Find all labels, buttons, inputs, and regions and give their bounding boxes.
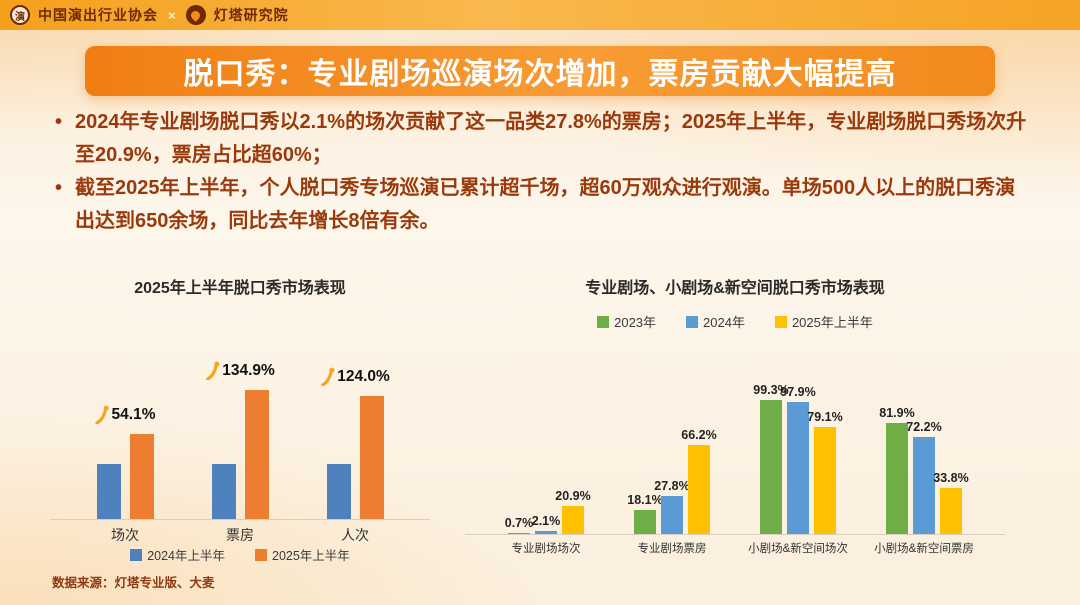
chart-plot-area: 0.7% 2.1% 20.9% 专业剧场场次 18.1% 27.8% 66.2% 专业剧场票房… <box>465 345 1005 555</box>
legend-swatch-icon <box>255 548 267 561</box>
legend-item: 2024年上半年 <box>130 545 225 564</box>
bullet-text: 2024年专业剧场脱口秀以2.1%的场次贡献了这一品类27.8%的票房；2025… <box>75 111 1027 166</box>
bar-value-label: 20.9% <box>555 489 591 503</box>
bar-value-label: 33.8% <box>933 471 969 485</box>
bar-value-label: 27.8% <box>654 479 690 493</box>
bar-value-label: 97.9% <box>780 385 816 399</box>
bar-value-label: 72.2% <box>906 420 942 434</box>
bar-场次-2025年上半年 <box>129 434 154 519</box>
legend-item: 2025年上半年 <box>255 545 350 564</box>
bar-小剧场&新空间票房-2024年: 72.2% <box>906 420 942 534</box>
legend-item: 2023年 <box>597 312 656 331</box>
bar-专业剧场场次-2025年上半年: 20.9% <box>555 489 591 534</box>
category-label: 专业剧场场次 <box>511 543 581 555</box>
bar-专业剧场票房-2023年: 18.1% <box>627 493 663 534</box>
chart-legend: 2023年 2024年 2025年上半年 <box>455 312 1015 331</box>
bar-value-label: 18.1% <box>627 493 663 507</box>
slide-title: 脱口秀：专业剧场巡演场次增加，票房贡献大幅提高 <box>183 58 897 91</box>
bar-value-label: 79.1% <box>807 410 843 424</box>
growth-arrow-icon <box>321 367 335 386</box>
bar-value-label: 99.3% <box>753 383 789 397</box>
legend-swatch-icon <box>774 315 787 328</box>
growth-arrow-icon <box>95 405 109 424</box>
legend-swatch-icon <box>686 315 699 328</box>
bar-票房-2024年上半年 <box>211 464 236 519</box>
growth-value: 54.1% <box>111 406 156 423</box>
association-logo-icon: 演 <box>10 5 30 25</box>
bullet-marker: • <box>55 177 63 199</box>
bar-专业剧场票房-2024年: 27.8% <box>654 479 690 534</box>
bullet-item: • 截至2025年上半年，个人脱口秀专场巡演已累计超千场，超60万观众进行观演。… <box>55 172 1033 238</box>
legend-label: 2023年 <box>614 315 657 330</box>
growth-arrow-icon <box>206 361 220 380</box>
top-brand-bar: 演 中国演出行业协会 × 灯塔研究院 <box>0 0 1080 30</box>
bar-group: 81.9% 72.2% 33.8% 小剧场&新空间票房 <box>874 406 974 555</box>
legend-label: 2024年 <box>703 315 745 330</box>
chart-h1-2025-market: 2025年上半年脱口秀市场表现 54.1% 场次 134.9% 票房 124.0% 人次 … <box>35 274 445 564</box>
bar-group: 0.7% 2.1% 20.9% 专业剧场场次 <box>505 489 591 555</box>
association-name: 中国演出行业协会 <box>38 7 158 23</box>
bar-group: 18.1% 27.8% 66.2% 专业剧场票房 <box>627 428 717 555</box>
growth-label: 124.0% <box>320 367 390 386</box>
brand-separator: × <box>168 7 176 23</box>
chart-plot-area: 54.1% 场次 134.9% 票房 124.0% 人次 <box>50 334 430 543</box>
bar-专业剧场场次-2023年: 0.7% <box>505 516 533 534</box>
bar-group: 124.0% 人次 <box>321 367 390 543</box>
bar-场次-2024年上半年 <box>96 464 121 519</box>
bar-人次-2025年上半年 <box>359 396 384 519</box>
legend-item: 2025年上半年 <box>774 312 873 331</box>
legend-label: 2024年上半年 <box>147 549 225 563</box>
bar-专业剧场场次-2024年: 2.1% <box>532 514 560 534</box>
growth-label: 54.1% <box>95 405 156 424</box>
chart-title: 2025年上半年脱口秀市场表现 <box>134 280 346 297</box>
legend-item: 2024年 <box>686 312 745 331</box>
bar-value-label: 81.9% <box>879 406 915 420</box>
bar-人次-2024年上半年 <box>326 464 351 519</box>
category-label: 票房 <box>226 527 254 543</box>
bar-value-label: 0.7% <box>504 516 534 530</box>
chart-title: 专业剧场、小剧场&新空间脱口秀市场表现 <box>585 280 885 297</box>
category-label: 场次 <box>111 527 139 543</box>
category-label: 人次 <box>341 527 369 543</box>
chart-venue-type-share: 专业剧场、小剧场&新空间脱口秀市场表现 2023年 2024年 2025年上半年 0… <box>455 274 1015 564</box>
category-label: 小剧场&新空间票房 <box>874 543 974 555</box>
bar-小剧场&新空间票房-2025年上半年: 33.8% <box>933 471 969 534</box>
bar-小剧场&新空间场次-2023年: 99.3% <box>753 383 789 534</box>
bullet-marker: • <box>55 111 63 133</box>
bullet-list: • 2024年专业剧场脱口秀以2.1%的场次贡献了这一品类27.8%的票房；20… <box>55 106 1033 238</box>
legend-label: 2025年上半年 <box>272 549 350 563</box>
category-label: 小剧场&新空间场次 <box>748 543 848 555</box>
legend-swatch-icon <box>130 548 143 561</box>
bullet-text: 截至2025年上半年，个人脱口秀专场巡演已累计超千场，超60万观众进行观演。单场… <box>75 177 1016 232</box>
bar-value-label: 2.1% <box>531 514 561 528</box>
bar-小剧场&新空间场次-2025年上半年: 79.1% <box>807 410 843 534</box>
growth-label: 134.9% <box>205 361 275 380</box>
legend-label: 2025年上半年 <box>791 315 873 330</box>
growth-value: 134.9% <box>222 362 275 379</box>
bar-group: 54.1% 场次 <box>95 405 155 543</box>
bullet-item: • 2024年专业剧场脱口秀以2.1%的场次贡献了这一品类27.8%的票房；20… <box>55 106 1033 172</box>
growth-value: 124.0% <box>337 368 390 385</box>
bar-group: 134.9% 票房 <box>206 361 275 543</box>
lighthouse-logo-icon <box>185 5 206 25</box>
bar-票房-2025年上半年 <box>244 390 269 519</box>
bar-value-label: 66.2% <box>681 428 717 442</box>
legend-swatch-icon <box>597 315 610 328</box>
bar-group: 99.3% 97.9% 79.1% 小剧场&新空间场次 <box>748 383 848 555</box>
slide-title-banner: 脱口秀：专业剧场巡演场次增加，票房贡献大幅提高 <box>85 46 995 96</box>
bar-小剧场&新空间场次-2024年: 97.9% <box>780 385 816 534</box>
category-label: 专业剧场票房 <box>637 543 707 555</box>
bar-小剧场&新空间票房-2023年: 81.9% <box>879 406 915 534</box>
data-source-note: 数据来源：灯塔专业版、大麦 <box>52 576 215 590</box>
institute-name: 灯塔研究院 <box>213 7 289 23</box>
chart-legend: 2024年上半年 2025年上半年 <box>35 545 445 564</box>
bar-专业剧场票房-2025年上半年: 66.2% <box>681 428 717 534</box>
